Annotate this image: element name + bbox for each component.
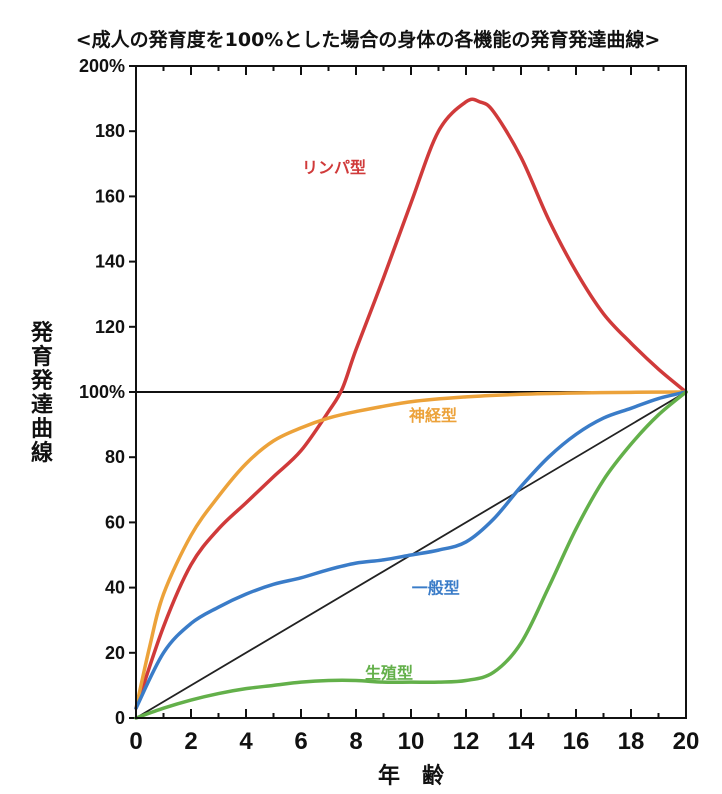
y-axis-label: 発育発達曲線	[30, 321, 54, 466]
y-tick-label: 120	[95, 317, 125, 337]
y-tick-label: 20	[105, 643, 125, 663]
y-axis-label-char: 線	[31, 440, 53, 466]
general-type-label: 一般型	[412, 579, 460, 598]
x-axis-ticks: 0 2 4 6 8 10 12 14 16 18 20	[129, 66, 699, 755]
y-tick-label: 160	[95, 186, 125, 206]
y-tick-label: 0	[115, 708, 125, 728]
x-tick-label: 2	[184, 728, 197, 755]
x-tick-label: 16	[563, 728, 590, 755]
reproductive-type-label: 生殖型	[365, 663, 413, 682]
x-tick-label: 14	[508, 728, 535, 755]
y-axis-label-char: 達	[31, 392, 53, 418]
chart-title: <成人の発育度を100%とした場合の身体の各機能の発育発達曲線>	[76, 28, 661, 51]
y-tick-label: 180	[95, 121, 125, 141]
y-axis-label-char: 発	[30, 321, 54, 346]
x-tick-label: 10	[398, 728, 425, 755]
lymphoid-type-label: リンパ型	[302, 158, 366, 177]
y-tick-label: 140	[95, 252, 125, 272]
x-tick-label: 0	[129, 728, 142, 755]
neural-type-label: 神経型	[409, 406, 457, 425]
reproductive-type-line	[134, 390, 688, 720]
neural-type-line	[134, 390, 688, 710]
y-tick-label: 60	[105, 512, 125, 532]
y-tick-label: 40	[105, 578, 125, 598]
x-tick-label: 18	[618, 728, 645, 755]
y-tick-label: 100%	[79, 382, 125, 402]
general-type-line	[134, 390, 688, 710]
y-axis-ticks: 0 20 40 60 80 100% 120 140 160 180 200%	[79, 56, 136, 728]
y-tick-label: 80	[105, 447, 125, 467]
y-axis-label-char: 発	[30, 369, 54, 394]
x-tick-label: 6	[294, 728, 307, 755]
x-tick-label: 12	[453, 728, 480, 755]
plot-frame	[135, 65, 687, 719]
x-axis-label: 年 齢	[378, 763, 445, 789]
y-axis-label-char: 曲	[31, 417, 53, 442]
x-tick-label: 8	[349, 728, 362, 755]
y-axis-label-char: 育	[31, 344, 53, 370]
x-tick-label: 4	[239, 728, 253, 755]
x-tick-label: 20	[673, 728, 700, 755]
y-tick-label: 200%	[79, 56, 125, 76]
lymphoid-type-line	[134, 97, 688, 710]
